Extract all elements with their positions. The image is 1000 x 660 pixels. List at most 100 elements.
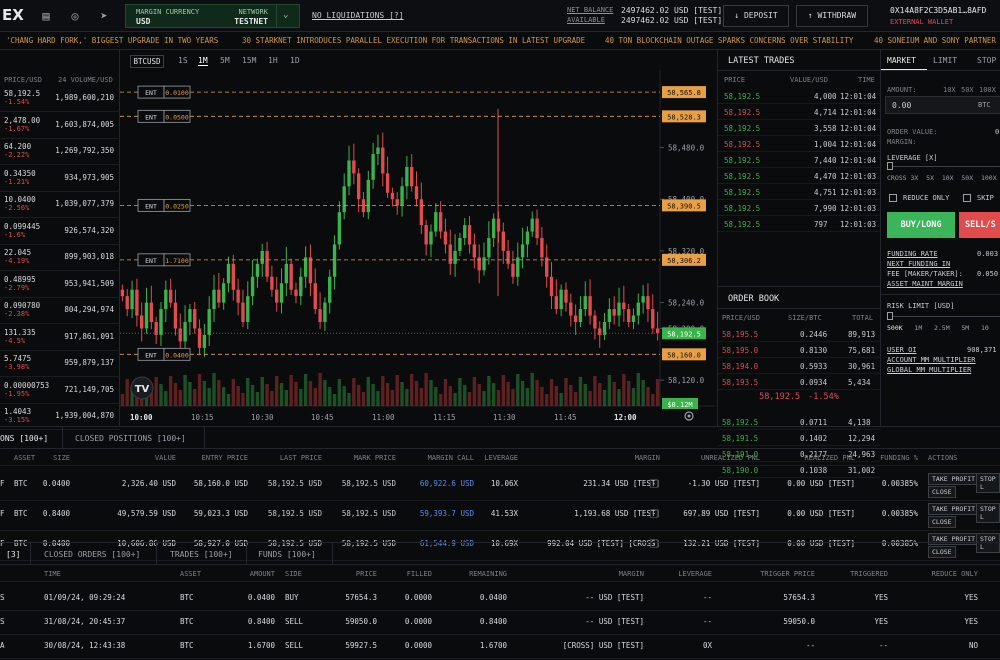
leverage-slider-handle[interactable] — [887, 162, 893, 170]
timeframe-15m[interactable]: 15M — [242, 56, 257, 65]
no-liquidations-link[interactable]: NO LIQUIDATIONS [?] — [312, 11, 404, 20]
app-logo[interactable]: EX — [2, 6, 24, 24]
market-row[interactable]: 0.48995 -2.79% 953,941,509 — [0, 272, 120, 298]
edit-margin-icon[interactable]: ▸ — [650, 539, 658, 548]
tab-open-orders[interactable]: [3] — [6, 550, 21, 559]
leverage-slider[interactable] — [887, 166, 1000, 167]
market-row[interactable]: 22.045 -4.19% 899,903,018 — [0, 245, 120, 271]
order-book-row[interactable]: 58,192.5 0.0711 4,138 — [718, 414, 880, 430]
reduce-only-checkbox[interactable] — [889, 194, 897, 202]
order-book-row[interactable]: 58,195.0 0.8130 75,681 — [718, 342, 880, 358]
position-row[interactable]: F BTC 0.8400 49,579.59 USD 59,023.3 USD 58,19… — [0, 501, 1000, 529]
ticker-item[interactable]: 30 STARKNET INTRODUCES PARALLEL EXECUTIO… — [242, 36, 586, 45]
candle-body — [612, 309, 616, 316]
document-icon[interactable]: ▤ — [42, 9, 50, 23]
market-row[interactable]: 64.200 -2.22% 1,269,792,350 — [0, 139, 120, 165]
leverage-step[interactable]: 10X — [941, 174, 954, 182]
order-book-row[interactable]: 58,191.5 0.1402 12,294 — [718, 430, 880, 446]
risk-step[interactable]: 500K — [887, 324, 903, 332]
market-row[interactable]: 0.00000753 -1.95% 721,149,705 — [0, 378, 120, 404]
tab-closed-positions[interactable]: CLOSED POSITIONS [100+] — [75, 434, 186, 443]
ticker-item[interactable]: 'CHANG HARD FORK,' BIGGEST UPGRADE IN TW… — [6, 36, 219, 45]
position-row[interactable]: F BTC 0.0400 2,326.40 USD 58,160.0 USD 58,192… — [0, 471, 1000, 499]
market-row[interactable]: 131.335 -4.5% 917,861,091 — [0, 325, 120, 351]
risk-slider-handle[interactable] — [887, 312, 893, 320]
candlestick-chart[interactable]: 58,480.058,400.058,320.058,240.058,200.0… — [120, 70, 715, 426]
order-row[interactable]: S 31/08/24, 20:45:37 BTC 0.8400 SELL 59050.0 0… — [0, 611, 1000, 633]
timeframe-5m[interactable]: 5M — [220, 56, 230, 65]
news-ticker[interactable]: 'CHANG HARD FORK,' BIGGEST UPGRADE IN TW… — [0, 32, 1000, 50]
leverage-step[interactable]: 100X — [980, 174, 997, 182]
tab-market[interactable]: MARKET — [887, 56, 916, 65]
risk-slider[interactable] — [887, 316, 1000, 317]
order-row[interactable]: S 01/09/24, 09:29:24 BTC 0.0400 BUY 57654.3 0.… — [0, 587, 1000, 609]
tab-open-positions[interactable]: ONS [100+] — [0, 434, 49, 443]
order-book-row[interactable]: 58,194.0 0.5933 30,961 — [718, 358, 880, 374]
market-row[interactable]: 2,478.00 -1.67% 1,603,874,005 — [0, 113, 120, 139]
preset-100x[interactable]: 100X — [979, 86, 996, 94]
edit-margin-icon[interactable]: ▸ — [650, 479, 658, 488]
ticker-item[interactable]: 40 TON BLOCKCHAIN OUTAGE SPARKS CONCERNS… — [605, 36, 854, 45]
tab-closed-orders[interactable]: CLOSED ORDERS [100+] — [44, 550, 141, 559]
entry-marker[interactable]: ENT 0.0100 — [137, 85, 191, 99]
chat-icon[interactable]: ◎ — [71, 9, 79, 23]
wallet-address[interactable]: 0X14A8F2C3D5AB1…8AFD — [890, 6, 987, 15]
stop-loss-button[interactable]: STOP L — [976, 503, 1000, 523]
timeframe-1s[interactable]: 1S — [178, 56, 188, 65]
entry-marker[interactable]: ENT 0.0500 — [137, 109, 191, 123]
order-book-row[interactable]: 58,191.0 0.2177 24,963 — [718, 446, 880, 462]
tradingview-logo-icon[interactable]: TV — [130, 376, 154, 400]
timeframe-1h[interactable]: 1H — [268, 56, 278, 65]
sell-short-button[interactable]: SELL/S — [959, 212, 1000, 238]
take-profit-button[interactable]: TAKE PROFIT — [928, 473, 980, 485]
leverage-step[interactable]: CROSS — [887, 174, 907, 182]
leverage-step[interactable]: 3X — [910, 174, 919, 182]
close-position-button[interactable]: CLOSE — [928, 546, 956, 558]
market-row[interactable]: 0.090780 -2.38% 804,294,974 — [0, 298, 120, 324]
risk-step[interactable]: 1M — [914, 324, 923, 332]
market-row[interactable]: 0.099445 -1.6% 926,574,320 — [0, 219, 120, 245]
market-row[interactable]: 58,192.5 -1.54% 1,989,600,210 — [0, 86, 120, 112]
entry-marker[interactable]: ENT 1.7100 — [137, 253, 191, 267]
stop-loss-button[interactable]: STOP L — [976, 473, 1000, 493]
tab-limit[interactable]: LIMIT — [933, 56, 958, 65]
margin-network-selector[interactable]: MARGIN CURRENCY USD NETWORK TESTNET ⌄ — [125, 4, 300, 28]
tab-funds[interactable]: FUNDS [100+] — [258, 550, 316, 559]
chart-settings-gear-icon[interactable] — [684, 411, 694, 421]
ticker-item[interactable]: 40 SONEIUM AND SONY PARTNER TO — [874, 36, 1000, 45]
volume-bar — [149, 392, 154, 406]
tab-trades[interactable]: TRADES [100+] — [170, 550, 233, 559]
skip-checkbox[interactable] — [963, 194, 971, 202]
order-book-row[interactable]: 58,193.5 0.0934 5,434 — [718, 374, 880, 390]
order-book-row[interactable]: 58,190.0 0.1038 31,002 — [718, 462, 880, 478]
amount-input[interactable]: 0.00 BTC — [885, 96, 1000, 114]
edit-margin-icon[interactable]: ▸ — [650, 509, 658, 518]
buy-long-button[interactable]: BUY/LONG — [887, 212, 955, 238]
deposit-button[interactable]: ↓ DEPOSIT — [723, 5, 789, 27]
market-row[interactable]: 10.0400 -2.56% 1,039,077,379 — [0, 192, 120, 218]
preset-50x[interactable]: 50X — [961, 86, 974, 94]
market-row[interactable]: 1.4043 -3.15% 1,939,004,870 — [0, 404, 120, 430]
timeframe-1m[interactable]: 1M — [198, 56, 208, 66]
close-position-button[interactable]: CLOSE — [928, 516, 956, 528]
close-position-button[interactable]: CLOSE — [928, 486, 956, 498]
leverage-step[interactable]: 50X — [961, 174, 974, 182]
preset-10x[interactable]: 10X — [943, 86, 956, 94]
order-row[interactable]: A 30/08/24, 12:43:38 BTC 1.6700 SELL 59927.5 0… — [0, 635, 1000, 657]
timeframe-1d[interactable]: 1D — [290, 56, 300, 65]
symbol-label[interactable]: BTCUSD — [130, 55, 164, 68]
take-profit-button[interactable]: TAKE PROFIT — [928, 503, 980, 515]
risk-step[interactable]: 10 — [980, 324, 989, 332]
telegram-icon[interactable]: ➤ — [100, 9, 108, 23]
orders-header: LEVERAGE — [678, 570, 712, 578]
entry-marker[interactable]: ENT 0.0400 — [137, 347, 191, 361]
tab-stop[interactable]: STOP — [977, 56, 997, 65]
risk-step[interactable]: 2.5M — [933, 324, 950, 332]
entry-marker[interactable]: ENT 0.0250 — [137, 198, 191, 212]
leverage-step[interactable]: 5X — [926, 174, 934, 182]
order-book-row[interactable]: 58,195.5 0.2446 89,913 — [718, 326, 880, 342]
risk-step[interactable]: 5M — [961, 324, 970, 332]
market-row[interactable]: 0.34350 -1.21% 934,973,905 — [0, 166, 120, 192]
market-row[interactable]: 5.7475 -3.98% 959,879,137 — [0, 351, 120, 377]
withdraw-button[interactable]: ↑ WITHDRAW — [796, 5, 868, 27]
